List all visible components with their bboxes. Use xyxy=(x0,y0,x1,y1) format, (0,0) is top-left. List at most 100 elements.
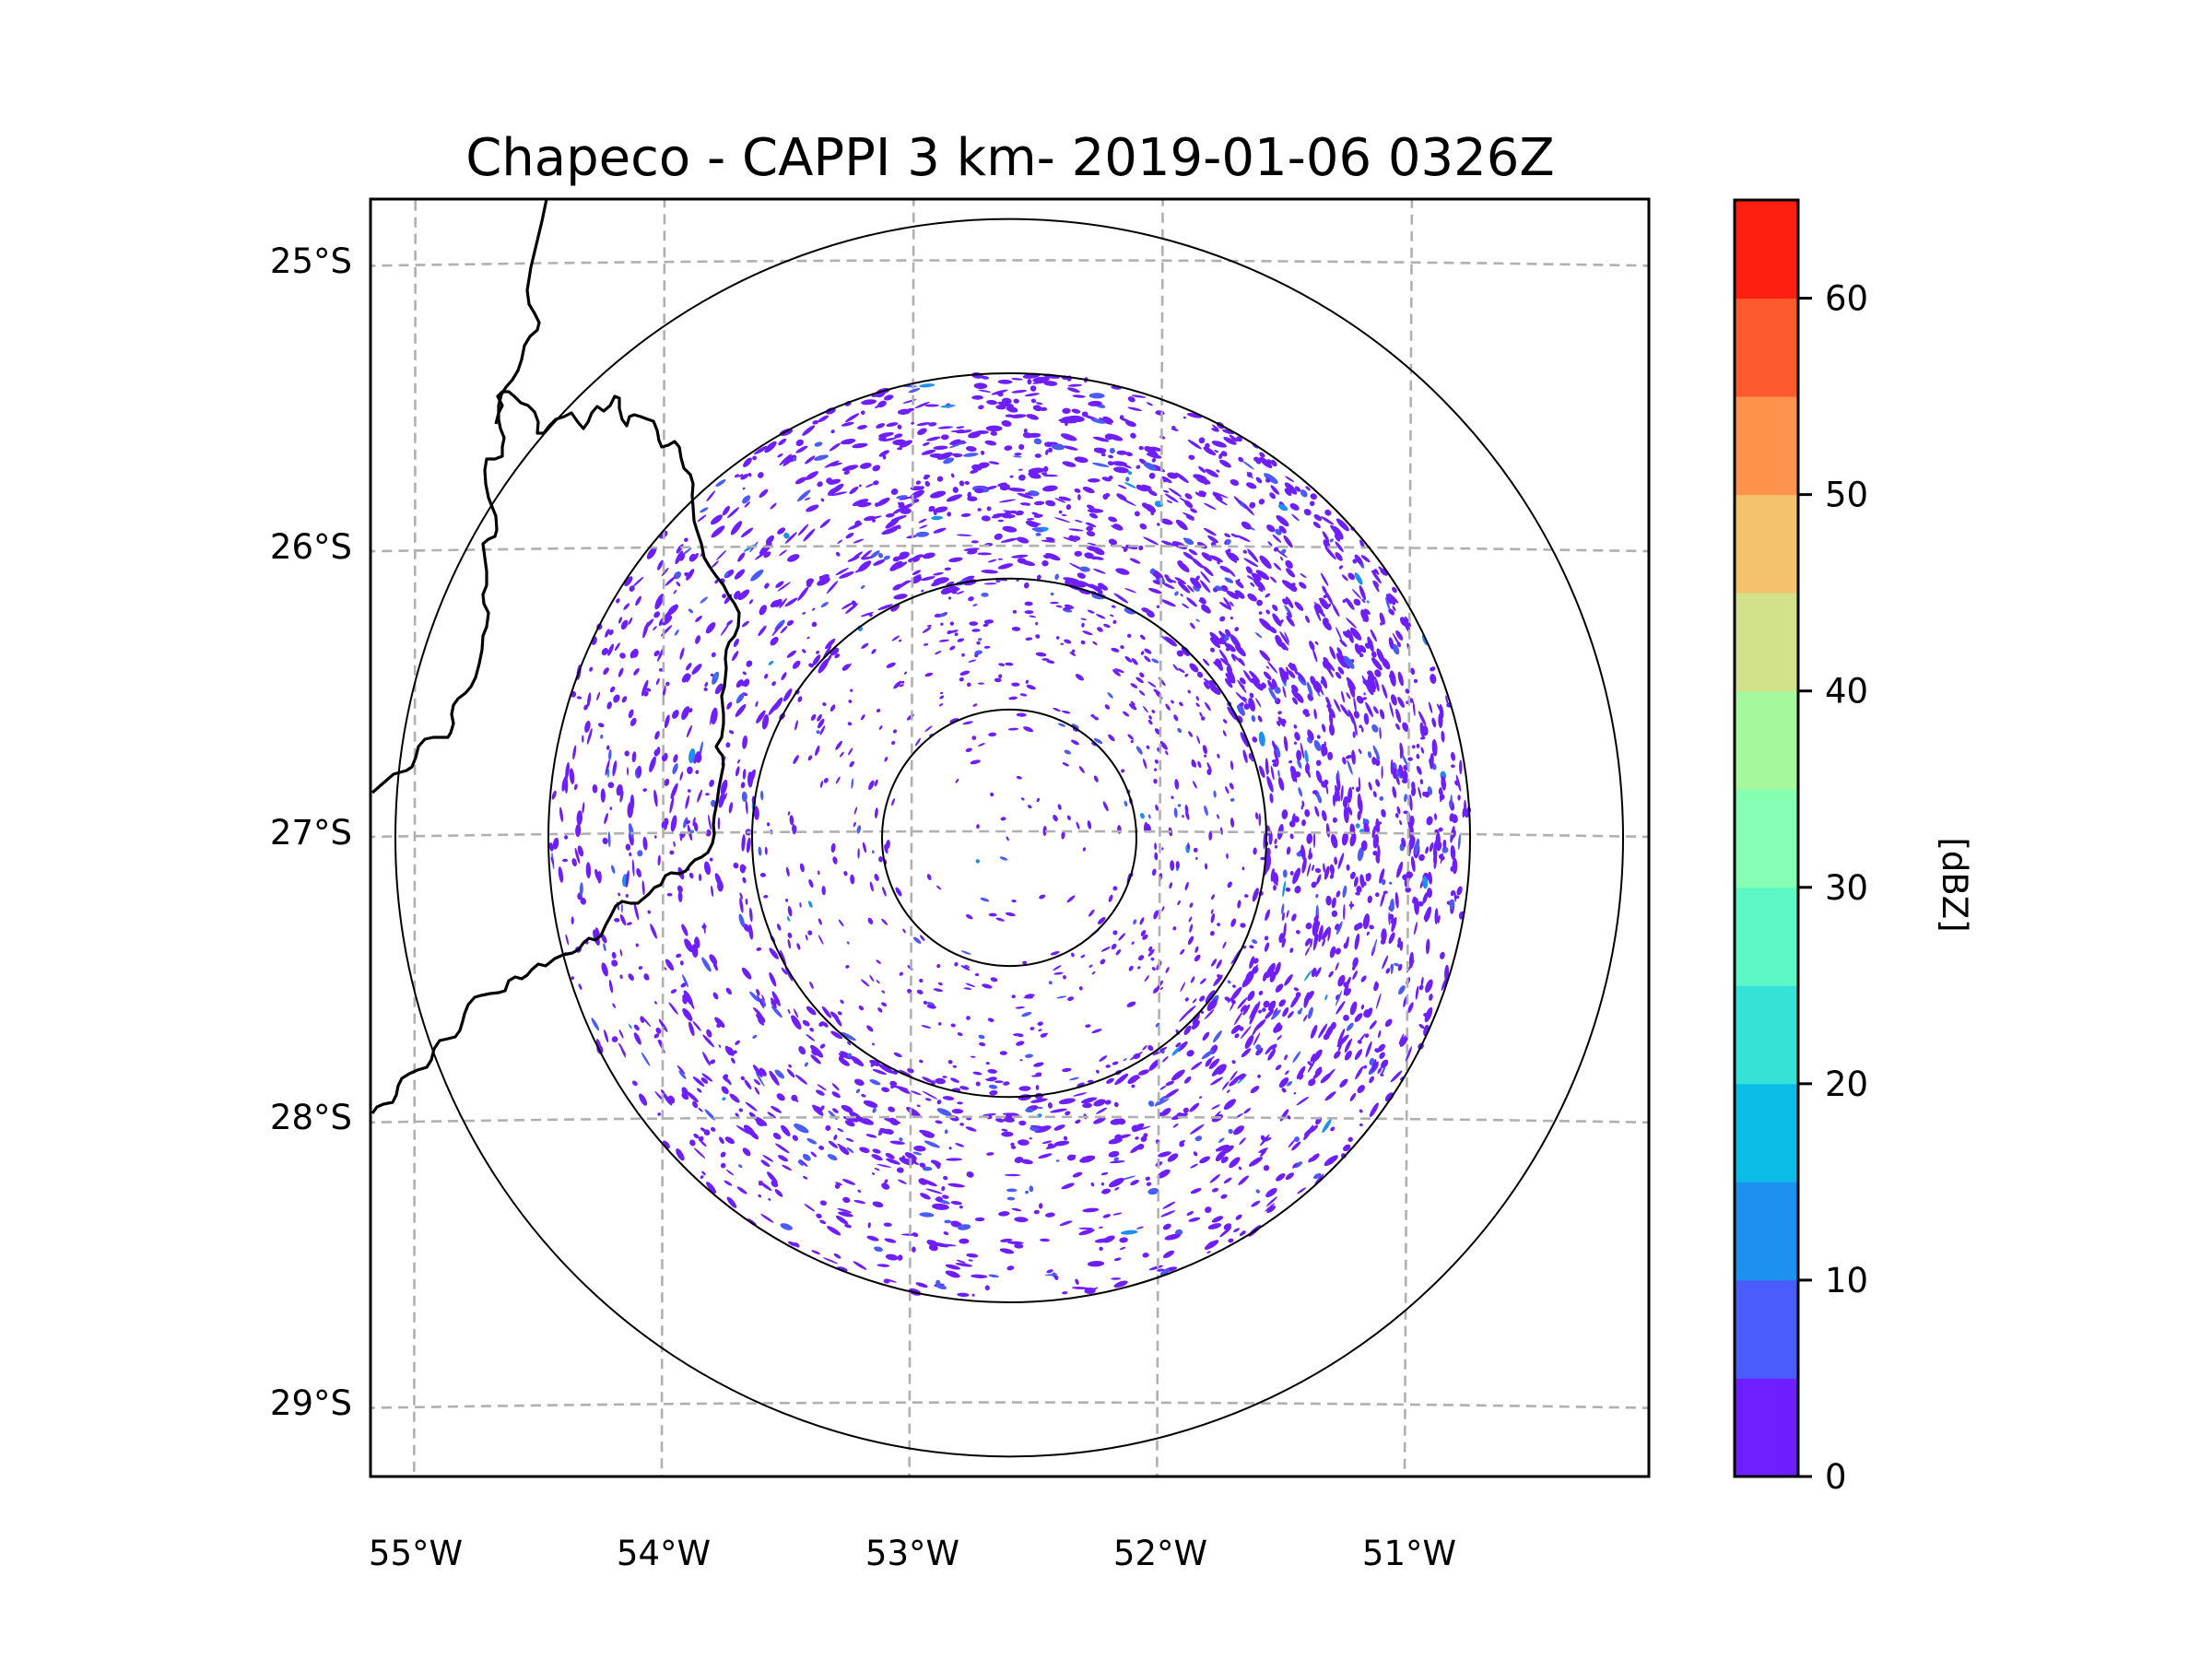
reflectivity-echo xyxy=(802,611,806,615)
reflectivity-echo xyxy=(839,571,854,579)
reflectivity-echo xyxy=(845,413,860,423)
reflectivity-echo xyxy=(1289,947,1294,953)
reflectivity-echo xyxy=(1426,888,1433,899)
reflectivity-echo xyxy=(936,885,942,890)
reflectivity-echo xyxy=(1137,955,1145,961)
reflectivity-echo xyxy=(607,643,614,656)
reflectivity-echo xyxy=(1436,841,1442,852)
reflectivity-echo xyxy=(956,1259,966,1264)
reflectivity-echo xyxy=(592,784,598,794)
reflectivity-echo xyxy=(1019,502,1031,506)
reflectivity-echo xyxy=(1060,421,1077,424)
reflectivity-echo xyxy=(1138,689,1146,696)
reflectivity-echo xyxy=(655,1027,662,1034)
reflectivity-echo xyxy=(1347,759,1353,775)
reflectivity-echo xyxy=(830,704,836,712)
reflectivity-echo xyxy=(1318,1023,1328,1039)
reflectivity-echo xyxy=(1309,500,1315,507)
reflectivity-echo xyxy=(986,1152,994,1156)
reflectivity-echo xyxy=(912,575,923,584)
reflectivity-echo xyxy=(1323,618,1329,625)
reflectivity-echo xyxy=(1347,572,1356,581)
reflectivity-echo xyxy=(669,796,675,814)
reflectivity-echo xyxy=(692,1077,705,1087)
reflectivity-echo xyxy=(626,922,632,925)
reflectivity-echo xyxy=(725,742,731,748)
reflectivity-echo xyxy=(1277,503,1288,512)
reflectivity-echo xyxy=(664,778,670,786)
reflectivity-echo xyxy=(794,720,798,731)
reflectivity-echo xyxy=(701,1171,706,1176)
reflectivity-echo xyxy=(878,725,883,730)
reflectivity-echo xyxy=(1015,1006,1025,1009)
reflectivity-echo xyxy=(1005,414,1014,418)
reflectivity-echo xyxy=(1184,997,1189,1002)
reflectivity-echo xyxy=(835,567,849,576)
reflectivity-echo xyxy=(1137,1069,1149,1076)
reflectivity-echo xyxy=(1003,1081,1010,1086)
reflectivity-echo xyxy=(1337,666,1345,675)
reflectivity-echo xyxy=(1035,1072,1042,1077)
reflectivity-echo xyxy=(1016,775,1022,780)
reflectivity-echo xyxy=(1351,786,1355,790)
reflectivity-echo xyxy=(911,1090,922,1096)
reflectivity-echo xyxy=(1119,415,1124,419)
meridian-gridline xyxy=(1156,199,1164,1477)
reflectivity-echo xyxy=(1347,629,1354,643)
reflectivity-echo xyxy=(845,533,854,539)
reflectivity-echo xyxy=(1347,786,1353,804)
reflectivity-echo xyxy=(1195,696,1199,701)
reflectivity-echo xyxy=(1360,555,1371,563)
reflectivity-echo xyxy=(1140,930,1147,936)
reflectivity-echo xyxy=(683,990,693,1006)
reflectivity-echo xyxy=(1007,727,1019,731)
reflectivity-echo xyxy=(818,575,822,579)
reflectivity-echo xyxy=(853,551,864,559)
reflectivity-echo xyxy=(1372,580,1380,588)
reflectivity-echo xyxy=(1306,833,1313,844)
reflectivity-echo xyxy=(720,623,730,636)
reflectivity-echo xyxy=(833,1134,838,1141)
reflectivity-echo xyxy=(945,1264,960,1270)
reflectivity-echo xyxy=(1060,433,1077,441)
reflectivity-echo xyxy=(1296,852,1302,857)
reflectivity-echo xyxy=(1361,598,1366,604)
reflectivity-echo xyxy=(815,745,820,757)
colorbar-frame xyxy=(1733,198,1800,1478)
reflectivity-echo xyxy=(1317,921,1321,927)
reflectivity-echo xyxy=(1092,462,1110,467)
reflectivity-echo xyxy=(739,897,744,913)
reflectivity-echo xyxy=(1229,434,1238,442)
reflectivity-echo xyxy=(1335,990,1343,1006)
reflectivity-echo xyxy=(1186,1050,1194,1057)
reflectivity-echo xyxy=(899,971,904,976)
reflectivity-echo xyxy=(769,1070,780,1086)
reflectivity-echo xyxy=(1169,882,1173,889)
reflectivity-echo xyxy=(1357,1085,1365,1094)
reflectivity-echo xyxy=(1381,1059,1389,1069)
reflectivity-echo xyxy=(1303,1014,1308,1022)
reflectivity-echo xyxy=(1045,1212,1055,1218)
reflectivity-echo xyxy=(1270,765,1275,781)
reflectivity-echo xyxy=(774,1189,783,1197)
reflectivity-echo xyxy=(1000,1238,1013,1242)
reflectivity-echo xyxy=(802,1153,811,1161)
reflectivity-echo xyxy=(1351,589,1362,599)
colorbar-level xyxy=(1735,789,1798,888)
reflectivity-echo xyxy=(1270,485,1280,495)
reflectivity-echo xyxy=(861,979,870,987)
reflectivity-echo xyxy=(1371,651,1377,658)
reflectivity-echo xyxy=(677,1065,686,1075)
reflectivity-echo xyxy=(939,1243,957,1247)
reflectivity-echo xyxy=(833,1014,842,1027)
reflectivity-echo xyxy=(1294,1161,1303,1169)
reflectivity-echo xyxy=(770,502,777,510)
reflectivity-echo xyxy=(1068,535,1075,541)
reflectivity-echo xyxy=(714,1017,725,1029)
reflectivity-echo xyxy=(709,779,714,787)
reflectivity-echo xyxy=(1266,524,1276,533)
reflectivity-echo xyxy=(759,1067,767,1077)
reflectivity-echo xyxy=(1257,715,1263,723)
reflectivity-echo xyxy=(1275,983,1284,993)
reflectivity-echo xyxy=(997,379,1013,384)
